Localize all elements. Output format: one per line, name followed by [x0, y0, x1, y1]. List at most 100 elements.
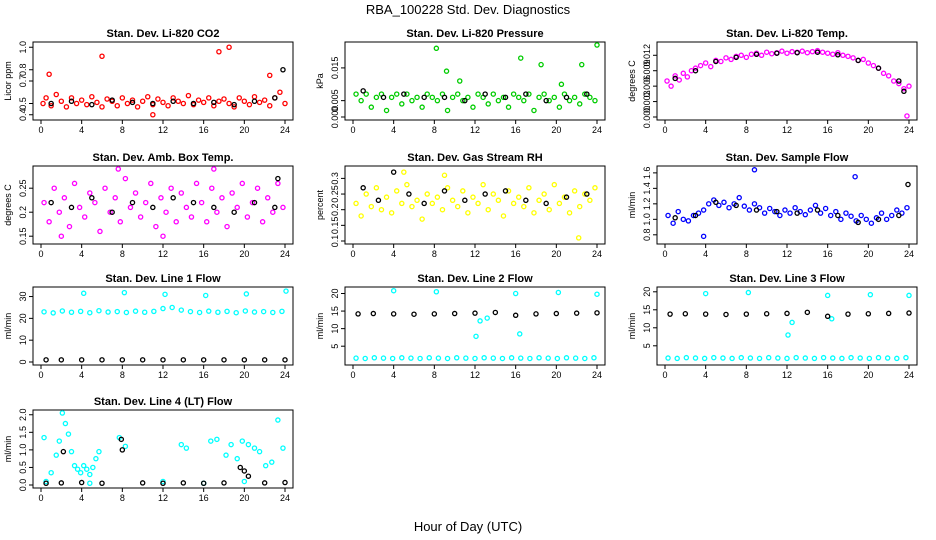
data-point: [73, 100, 80, 107]
data-point: [414, 94, 420, 101]
data-point: [132, 190, 139, 196]
data-point: [275, 180, 281, 187]
data-point: [43, 357, 49, 363]
data-point: [906, 292, 912, 299]
data-point: [243, 291, 250, 297]
data-point: [556, 200, 563, 207]
y-axis-label: degrees C: [627, 60, 637, 102]
data-point: [122, 443, 129, 450]
data-point: [896, 80, 902, 87]
data-point: [216, 98, 222, 105]
data-point: [96, 448, 102, 455]
data-point: [68, 204, 75, 211]
x-tick-label: 4: [79, 370, 84, 380]
x-tick-label: 20: [551, 249, 561, 259]
data-point: [228, 441, 234, 448]
series-hourly: [43, 357, 288, 363]
y-tick-label: 2.0: [18, 408, 28, 421]
data-point: [188, 214, 195, 220]
panel-4: Stan. Dev. Amb. Box Temp. degrees C 0 4 8 12 1…: [3, 152, 294, 259]
data-point: [433, 289, 440, 295]
data-point: [261, 357, 268, 363]
data-point: [59, 410, 66, 416]
data-point: [716, 202, 722, 209]
data-point: [490, 355, 497, 361]
data-point: [280, 67, 286, 73]
data-point: [279, 308, 285, 315]
data-point: [454, 203, 461, 210]
data-point: [190, 199, 197, 206]
data-point: [878, 210, 885, 216]
data-point: [838, 216, 844, 223]
data-point: [726, 204, 732, 211]
data-point: [753, 207, 760, 213]
data-point: [701, 355, 708, 362]
x-tick-label: 24: [592, 249, 602, 259]
data-point: [383, 107, 390, 114]
y-tick-label: 1.4: [642, 182, 652, 195]
x-tick-label: 12: [470, 249, 480, 259]
data-point: [526, 185, 532, 191]
data-point: [782, 207, 788, 213]
y-tick-label: 0.0: [18, 479, 28, 492]
data-point: [827, 212, 834, 219]
data-point: [523, 197, 529, 204]
data-point: [48, 469, 54, 476]
data-point: [180, 480, 187, 486]
data-point: [160, 99, 166, 106]
data-point: [41, 199, 47, 206]
data-point: [399, 355, 405, 361]
data-point: [502, 188, 509, 194]
series-hourly: [48, 175, 281, 215]
data-point: [77, 308, 84, 315]
data-point: [419, 216, 425, 222]
data-point: [875, 216, 882, 223]
data-point: [94, 99, 100, 106]
plot-frame: [656, 165, 918, 245]
data-point: [41, 309, 47, 315]
y-tick-label: 0.005: [330, 89, 340, 112]
x-tick-label: 16: [199, 493, 209, 503]
data-point: [708, 63, 714, 70]
data-point: [485, 206, 491, 213]
data-point: [373, 94, 380, 101]
data-point: [763, 49, 770, 55]
data-point: [65, 431, 72, 437]
data-point: [903, 354, 909, 361]
y-tick-label: 0.012: [642, 44, 652, 67]
data-point: [743, 54, 750, 61]
plot-frame: [656, 286, 918, 366]
data-point: [839, 355, 845, 362]
data-point: [121, 289, 128, 296]
data-point: [363, 91, 369, 97]
data-point: [751, 201, 758, 207]
data-point: [475, 91, 481, 97]
data-point: [205, 308, 212, 314]
data-point: [221, 96, 227, 102]
figure-title: RBA_100228 Std. Dev. Diagnostics: [366, 2, 571, 17]
x-tick-label: 0: [662, 249, 667, 259]
data-point: [718, 58, 724, 65]
data-point: [132, 308, 139, 314]
data-point: [443, 68, 450, 74]
data-point: [865, 311, 872, 317]
data-point: [153, 223, 159, 230]
data-point: [124, 100, 131, 107]
data-point: [460, 97, 466, 104]
series-band: [41, 304, 285, 316]
data-point: [852, 173, 858, 180]
x-tick-label: 24: [592, 125, 602, 135]
data-point: [670, 220, 676, 226]
series-outliers: [80, 288, 289, 299]
data-point: [393, 188, 400, 194]
data-point: [282, 479, 288, 486]
data-point: [256, 99, 263, 106]
data-point: [251, 94, 258, 100]
data-point: [202, 292, 209, 299]
y-axis-label: percent: [315, 189, 325, 220]
data-point: [777, 212, 783, 219]
data-point: [518, 355, 524, 361]
data-point: [208, 438, 214, 444]
x-tick-label: 4: [703, 249, 708, 259]
y-axis-label: degrees C: [3, 184, 13, 226]
